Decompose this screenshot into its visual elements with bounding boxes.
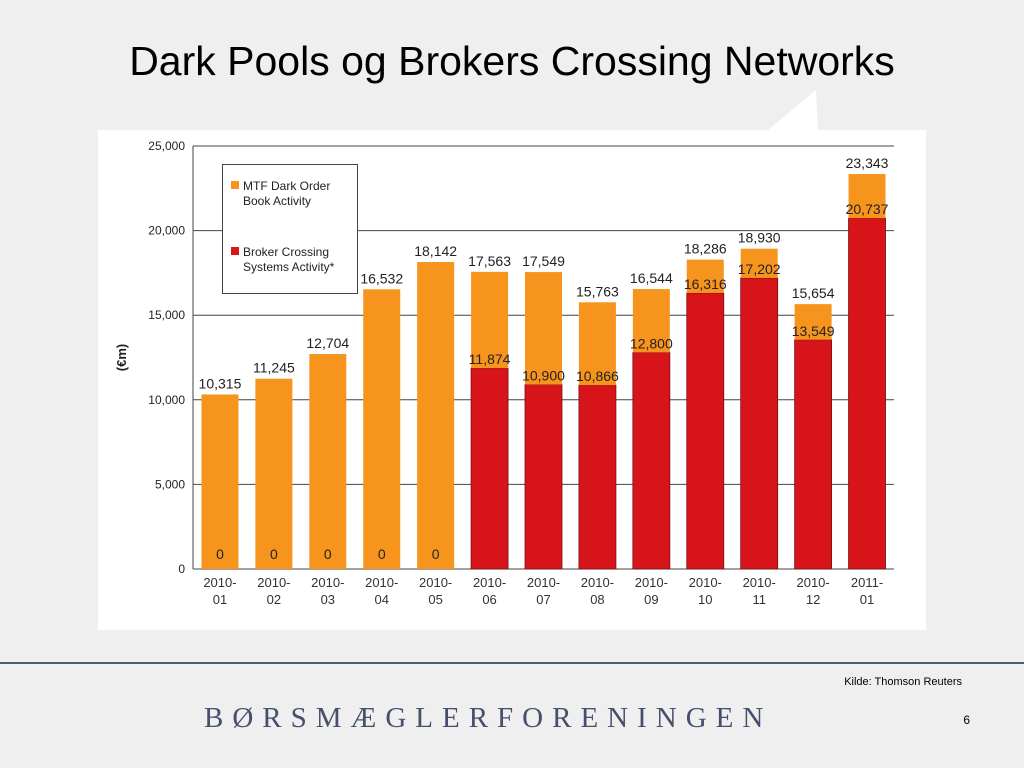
bar-segment-mtf (632, 289, 670, 353)
total-data-label: 18,142 (414, 243, 457, 259)
broker-data-label: 11,874 (469, 351, 511, 367)
total-data-label: 23,343 (846, 155, 889, 171)
total-data-label: 11,245 (253, 360, 295, 376)
x-tick-label: 2010- (365, 575, 398, 590)
bar-segment-mtf (309, 354, 347, 569)
broker-data-label: 16,316 (684, 276, 727, 292)
legend-swatch-broker (231, 247, 239, 255)
x-tick-label: 01 (860, 592, 874, 607)
bar-segment-mtf (525, 272, 562, 385)
y-tick-label: 20,000 (148, 224, 185, 238)
x-tick-label: 2010- (796, 575, 829, 590)
x-tick-label: 10 (698, 592, 712, 607)
broker-data-label: 0 (270, 546, 278, 562)
broker-data-label: 13,549 (792, 323, 835, 339)
bar-segment-broker (740, 277, 779, 570)
x-tick-label: 2010- (203, 575, 236, 590)
bar-segment-mtf (417, 262, 455, 569)
broker-data-label: 12,800 (630, 335, 673, 351)
total-data-label: 10,315 (199, 375, 242, 391)
bar-segment-broker (686, 292, 725, 570)
source-note: Kilde: Thomson Reuters (844, 676, 962, 688)
broker-data-label: 0 (432, 546, 440, 562)
bar-segment-mtf (255, 378, 293, 569)
x-tick-label: 2010- (581, 575, 614, 590)
y-tick-label: 5,000 (155, 477, 185, 491)
bar-segment-broker (632, 352, 671, 570)
brand-logo: BØRSMÆGLERFORENINGEN (204, 702, 773, 734)
x-tick-label: 03 (321, 592, 335, 607)
total-data-label: 12,704 (306, 335, 349, 351)
x-tick-label: 07 (536, 592, 550, 607)
bar-segment-mtf (686, 259, 724, 293)
x-tick-label: 12 (806, 592, 820, 607)
bar-segment-mtf (363, 289, 401, 569)
bar-segment-broker (578, 384, 617, 570)
bar-segment-mtf (794, 304, 832, 340)
total-data-label: 16,544 (630, 270, 673, 286)
x-tick-label: 2010- (257, 575, 290, 590)
total-data-label: 17,563 (468, 253, 511, 269)
x-tick-label: 01 (213, 592, 227, 607)
footer-divider (0, 662, 1024, 664)
bar-segment-broker (470, 367, 509, 570)
total-data-label: 18,930 (738, 230, 781, 246)
callout-pointer (768, 90, 818, 134)
x-tick-label: 2010- (311, 575, 344, 590)
x-tick-label: 05 (428, 592, 442, 607)
x-tick-label: 08 (590, 592, 604, 607)
broker-data-label: 0 (324, 546, 332, 562)
bar-segment-mtf (471, 271, 509, 369)
x-tick-label: 2010- (635, 575, 668, 590)
x-tick-label: 2011- (851, 575, 883, 590)
y-tick-label: 15,000 (148, 308, 185, 322)
stacked-bar-chart: 0 5,000 10,000 15,000 20,000 25,000 (€m) 10,315… (114, 139, 894, 607)
x-tick-label: 02 (267, 592, 281, 607)
x-tick-label: 2010- (473, 575, 506, 590)
broker-data-label: 20,737 (846, 201, 889, 217)
legend-label-mtf: MTF Dark Order Book Activity (243, 179, 331, 208)
x-tick-label: 11 (752, 592, 766, 607)
legend-swatch-mtf (231, 181, 239, 189)
x-tick-label: 06 (482, 592, 496, 607)
y-axis-label: (€m) (114, 344, 129, 371)
total-data-label: 18,286 (684, 241, 727, 257)
bar-segment-broker (794, 339, 833, 570)
broker-data-label: 10,866 (576, 368, 619, 384)
x-tick-label: 2010- (743, 575, 776, 590)
bar-segment-broker (848, 217, 886, 570)
total-data-label: 15,654 (792, 285, 835, 301)
slide-title: Dark Pools og Brokers Crossing Networks (129, 38, 895, 84)
chart-legend: MTF Dark Order Book Activity Broker Cros… (222, 164, 358, 294)
x-tick-label: 09 (644, 592, 658, 607)
x-tick-label: 2010- (689, 575, 722, 590)
bar-segment-mtf (578, 302, 616, 386)
broker-data-label: 10,900 (522, 368, 565, 384)
bar-segment-mtf (201, 394, 239, 569)
x-tick-label: 04 (374, 592, 388, 607)
x-tick-label: 2010- (527, 575, 560, 590)
total-data-label: 15,763 (576, 283, 619, 299)
page-number: 6 (963, 713, 970, 727)
y-tick-label: 10,000 (148, 393, 185, 407)
bar-segment-broker (524, 384, 563, 570)
total-data-label: 17,549 (522, 253, 565, 269)
chart-panel: 0 5,000 10,000 15,000 20,000 25,000 (€m) 10,315… (98, 130, 926, 630)
total-data-label: 16,532 (360, 270, 403, 286)
y-tick-label: 0 (178, 562, 185, 576)
broker-data-label: 0 (216, 546, 224, 562)
x-tick-label: 2010- (419, 575, 452, 590)
bar-segment-mtf (740, 248, 778, 278)
broker-data-label: 17,202 (738, 261, 781, 277)
y-tick-label: 25,000 (148, 139, 185, 153)
bar-segment-mtf (848, 174, 886, 219)
broker-data-label: 0 (378, 546, 386, 562)
legend-label-broker: Broker Crossing Systems Activity* (243, 245, 335, 274)
